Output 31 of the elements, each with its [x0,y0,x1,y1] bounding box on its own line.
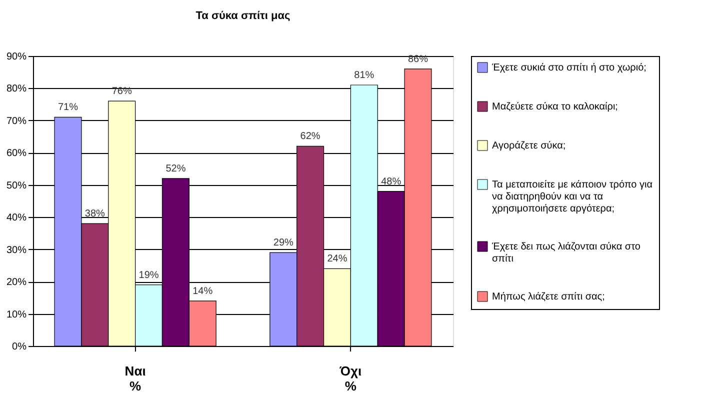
y-tick-label: 90% [6,52,27,62]
legend-label: Έχετε δει πως λιάζονται σύκα στο σπίτι [491,242,641,264]
data-label: 38% [84,208,106,220]
x-tick-label: Ναι % [124,364,146,394]
y-tick-label: 20% [6,277,27,288]
y-tick-label: 80% [6,84,27,95]
data-label: 81% [354,70,374,81]
y-tick-label: 40% [6,212,27,224]
legend-label: Μήπως λιάζετε σπίτι σας; [492,292,605,302]
x-tick-label: Όχι % [338,364,362,394]
data-label: 29% [273,238,294,249]
data-label: 52% [166,163,186,174]
y-tick-label: 10% [6,309,27,320]
data-label: 71% [58,102,78,114]
y-tick-label: 30% [6,244,27,256]
legend-label: Μαζεύετε σύκα το καλοκαίρι; [492,102,618,112]
data-label: 48% [381,176,402,188]
y-tick-label: 0% [12,342,27,352]
data-label: 19% [138,270,159,281]
data-label: 24% [327,254,348,265]
chart-title: Τα σύκα σπίτι μας [196,10,291,22]
data-label: 76% [112,86,132,98]
data-label: 86% [408,54,428,65]
y-tick-label: 70% [6,116,27,127]
y-tick-label: 60% [6,148,27,160]
data-label: 14% [192,286,213,297]
legend-label: Τα μεταποιείτε με κάποιον τρόπο για να διατηρηθούν και να τα χρησιμοποιήσετε αργότερα; [492,180,653,214]
legend-label: Αγοράζετε σύκα; [492,140,566,152]
legend-label: Έχετε συκιά στο σπίτι ή στο χωριό; [491,62,646,74]
data-label: 62% [300,131,320,142]
y-tick-label: 50% [6,180,27,192]
